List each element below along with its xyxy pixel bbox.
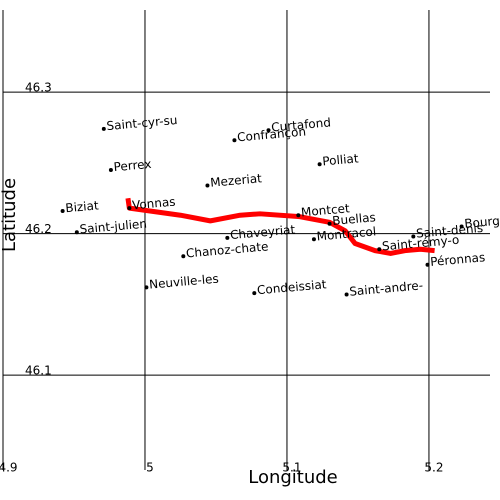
y-tick-label: 46.3 <box>25 81 52 95</box>
place-label: Chanoz-chate <box>185 239 268 260</box>
x-axis-label: Longitude <box>248 467 338 488</box>
place-marker <box>181 254 186 259</box>
place-label: Péronnas <box>430 250 486 269</box>
place-label: Saint-denis <box>415 221 483 241</box>
place-label: Buellas <box>332 210 377 228</box>
place-label: Confrançon <box>237 124 307 144</box>
place-marker <box>205 183 210 188</box>
place-label: Neuville-les <box>149 272 220 292</box>
place-label: Saint-julien <box>79 217 148 237</box>
place-label: Mezeriat <box>210 171 263 189</box>
x-tick-label: 4.9 <box>0 461 18 475</box>
y-tick-label: 46.2 <box>25 222 52 236</box>
place-label: Curtafond <box>271 115 332 134</box>
place-label: Bourg <box>464 214 500 231</box>
place-label: Polliat <box>322 151 360 168</box>
place-marker <box>411 234 416 239</box>
x-tick-label: 5.2 <box>424 461 443 475</box>
place-marker <box>101 126 106 131</box>
place-marker <box>252 291 257 296</box>
place-marker <box>225 235 230 240</box>
y-tick-label: 46.1 <box>25 364 52 378</box>
place-marker <box>327 221 332 226</box>
place-label: Saint-cyr-su <box>106 113 178 133</box>
place-label: Chaveyriat <box>229 222 296 242</box>
place-label: Vonnas <box>132 195 176 213</box>
place-marker <box>459 224 464 229</box>
place-marker <box>232 138 237 143</box>
place-label: Biziat <box>65 198 100 215</box>
place-label: Saint-rémy-o <box>381 233 459 254</box>
place-marker <box>344 292 349 297</box>
place-marker <box>377 247 382 252</box>
place-marker <box>144 285 149 290</box>
x-tick-label: 5 <box>146 461 154 475</box>
place-marker <box>60 208 65 213</box>
place-marker <box>311 237 316 242</box>
place-label: Saint-andre- <box>349 278 424 298</box>
place-marker <box>266 128 271 133</box>
place-marker <box>108 167 113 172</box>
place-label: Montracol <box>316 224 377 243</box>
place-label: Perrex <box>113 157 152 174</box>
place-marker <box>296 213 301 218</box>
place-marker <box>425 262 430 267</box>
place-marker <box>74 230 79 235</box>
place-marker <box>127 206 132 211</box>
x-tick-label: 5.1 <box>282 461 301 475</box>
place-label: Condeissiat <box>256 277 327 297</box>
place-label: Montcet <box>300 201 350 219</box>
place-marker <box>317 162 322 167</box>
